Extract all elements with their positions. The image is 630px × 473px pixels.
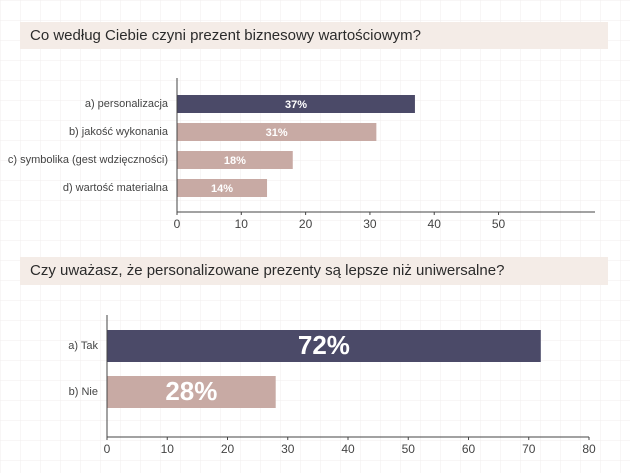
value-label: 14%	[211, 183, 233, 195]
value-label: 37%	[285, 99, 307, 111]
x-tick-label: 50	[492, 217, 506, 231]
bar	[177, 151, 293, 169]
value-label: 18%	[224, 155, 246, 167]
x-tick-label: 70	[522, 442, 536, 456]
x-tick-label: 0	[174, 217, 181, 231]
bar	[107, 376, 276, 408]
x-tick-label: 20	[221, 442, 235, 456]
category-label: d) wartość materialna	[63, 182, 169, 194]
category-label: a) Tak	[68, 340, 98, 352]
x-tick-label: 0	[104, 442, 111, 456]
x-tick-label: 10	[161, 442, 175, 456]
category-label: b) Nie	[69, 386, 98, 398]
chart-title: Co według Ciebie czyni prezent biznesowy…	[30, 27, 421, 44]
category-label: b) jakość wykonania	[69, 126, 169, 138]
x-tick-label: 50	[402, 442, 416, 456]
value-label: 28%	[165, 376, 217, 406]
x-tick-label: 20	[299, 217, 313, 231]
bar	[177, 179, 268, 197]
x-tick-label: 30	[281, 442, 295, 456]
category-label: a) personalizacja	[85, 98, 169, 110]
bar	[107, 330, 541, 362]
category-label: c) symbolika (gest wdzięczności)	[8, 154, 168, 166]
value-label: 72%	[298, 330, 350, 360]
x-tick-label: 60	[462, 442, 476, 456]
title-band	[20, 22, 608, 49]
x-tick-label: 30	[363, 217, 377, 231]
title-band	[20, 257, 608, 285]
value-label: 31%	[266, 127, 288, 139]
x-tick-label: 80	[582, 442, 596, 456]
x-tick-label: 10	[235, 217, 249, 231]
chart-title: Czy uważasz, że personalizowane prezenty…	[30, 262, 504, 279]
x-tick-label: 40	[428, 217, 442, 231]
x-tick-label: 40	[341, 442, 355, 456]
bar	[177, 95, 415, 113]
bar	[177, 123, 377, 141]
